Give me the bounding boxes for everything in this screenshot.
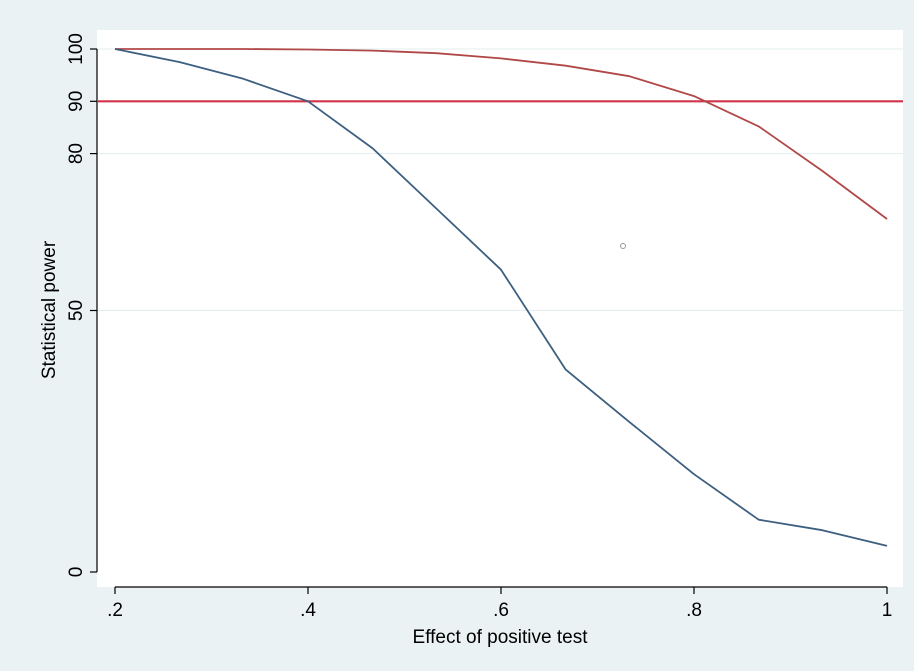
stray-marker bbox=[620, 243, 626, 249]
x-axis-title: Effect of positive test bbox=[413, 627, 589, 648]
x-tick-label: 1 bbox=[882, 600, 893, 621]
x-tick-label: .2 bbox=[107, 600, 123, 621]
y-tick-label: 90 bbox=[66, 91, 87, 112]
y-tick-label: 100 bbox=[66, 33, 87, 65]
y-tick-label: 80 bbox=[66, 143, 87, 164]
y-axis-title: Statistical power bbox=[39, 240, 60, 379]
plot-area bbox=[97, 30, 903, 587]
axes: 0 50 80 90 100 .2 .4 .6 .8 1 bbox=[66, 33, 892, 621]
series-line-2 bbox=[114, 48, 888, 547]
series-lines bbox=[114, 48, 888, 547]
x-tick-label: .8 bbox=[686, 600, 702, 621]
x-tick-label: .6 bbox=[493, 600, 509, 621]
y-tick-label: 50 bbox=[66, 300, 87, 321]
y-tick-label: 0 bbox=[66, 567, 87, 578]
x-tick-label: .4 bbox=[300, 600, 316, 621]
series-line-1 bbox=[115, 48, 888, 220]
